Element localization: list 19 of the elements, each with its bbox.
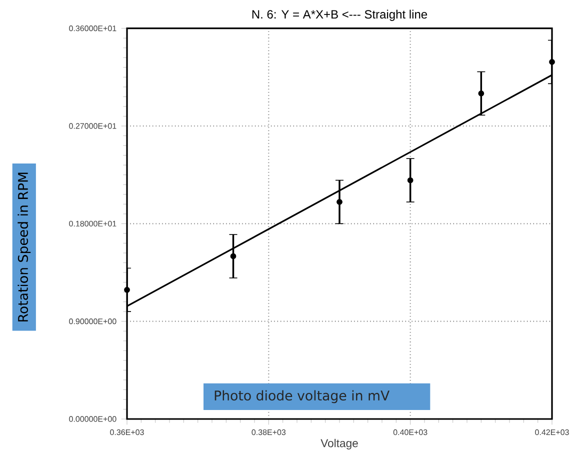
y-axis-title: Rotation Speed in RPM (18, 172, 31, 322)
y-tick-label: 0.36000E+01 (69, 26, 116, 32)
x-tick-label: 0.38E+03 (252, 429, 286, 436)
chart-title: N. 6: Y = A*X+B <--- Straight line (252, 10, 428, 21)
y-tick-label: 0.90000E+00 (69, 318, 116, 324)
point (407, 177, 414, 184)
point (230, 253, 236, 260)
x-tick-label: 0.42E+03 (535, 429, 569, 436)
annotation: Photo diode voltage in mV (214, 390, 390, 404)
point (336, 199, 342, 205)
point (549, 59, 555, 65)
point (478, 90, 484, 96)
x-tick-label: 0.40E+03 (393, 429, 428, 436)
point (124, 286, 130, 293)
y-tick-label: 0.27000E+01 (69, 123, 116, 129)
x-tick-label: 0.36E+03 (110, 429, 144, 436)
y-tick-label: 0.00000E+00 (69, 416, 116, 422)
x-axis-title: Voltage (320, 438, 358, 450)
y-tick-label: 0.18000E+01 (69, 220, 116, 227)
